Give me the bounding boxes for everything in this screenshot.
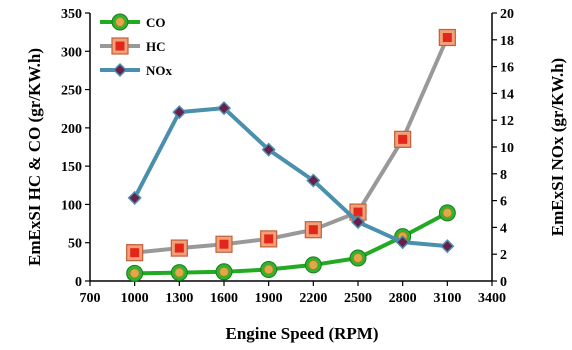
co-data-point bbox=[215, 263, 233, 281]
x-tick-label: 3400 bbox=[478, 291, 506, 306]
co-data-point bbox=[260, 261, 278, 279]
nox-data-point bbox=[216, 101, 232, 116]
co-marker-core bbox=[219, 266, 229, 277]
hc-data-point bbox=[126, 244, 144, 262]
y2-tick-label: 10 bbox=[500, 141, 514, 156]
y-tick-label: 300 bbox=[61, 45, 82, 60]
co-marker-core bbox=[263, 264, 274, 275]
y-tick-label: 0 bbox=[75, 275, 82, 290]
co-data-point bbox=[304, 256, 322, 274]
nox-marker-shape bbox=[395, 235, 410, 250]
y2-axis-title: EmExSI NOx (gr/KW.h) bbox=[548, 58, 567, 236]
y2-tick-label: 20 bbox=[500, 7, 514, 22]
x-tick-label: 700 bbox=[80, 291, 101, 306]
nox-marker-shape bbox=[127, 190, 142, 205]
co-marker-core bbox=[442, 207, 453, 218]
nox-data-point bbox=[395, 235, 410, 250]
hc-data-point bbox=[304, 221, 322, 239]
nox-marker-shape bbox=[112, 62, 128, 78]
co-marker-core bbox=[115, 17, 125, 27]
y2-tick-label: 2 bbox=[500, 248, 507, 263]
x-axis-title: Engine Speed (RPM) bbox=[226, 324, 379, 343]
co-data-point bbox=[126, 264, 144, 282]
hc-marker-inner bbox=[442, 33, 452, 43]
y-tick-label: 100 bbox=[61, 198, 82, 213]
hc-legend-label: HC bbox=[146, 39, 166, 54]
hc-marker-inner bbox=[219, 239, 229, 249]
hc-legend-marker bbox=[111, 37, 129, 55]
x-tick-label: 1300 bbox=[165, 291, 193, 306]
y-tick-label: 350 bbox=[61, 7, 82, 22]
hc-marker-inner bbox=[174, 243, 184, 253]
nox-data-point bbox=[440, 239, 455, 254]
hc-marker-inner bbox=[130, 248, 140, 258]
x-tick-label: 1900 bbox=[255, 291, 283, 306]
hc-marker-inner bbox=[398, 134, 408, 144]
nox-marker-shape bbox=[172, 105, 187, 120]
x-tick-label: 1600 bbox=[210, 291, 238, 306]
y2-tick-label: 18 bbox=[500, 34, 514, 49]
series-layer bbox=[126, 28, 456, 282]
co-data-point bbox=[349, 249, 367, 267]
y2-tick-label: 12 bbox=[500, 114, 514, 129]
hc-data-point bbox=[260, 230, 278, 248]
y-tick-label: 250 bbox=[61, 84, 82, 99]
y-axis-title: EmExSI HC & CO (gr/KW.h) bbox=[25, 48, 44, 266]
co-marker-core bbox=[308, 260, 319, 270]
hc-data-point bbox=[215, 235, 233, 253]
x-tick-label: 2800 bbox=[389, 291, 417, 306]
co-data-point bbox=[170, 264, 188, 282]
hc-marker-inner bbox=[115, 41, 125, 51]
x-tick-label: 2200 bbox=[299, 291, 327, 306]
nox-marker-shape bbox=[440, 239, 455, 254]
nox-marker-shape bbox=[216, 101, 232, 116]
nox-series-line bbox=[132, 106, 448, 249]
nox-data-point bbox=[306, 173, 321, 188]
hc-marker-inner bbox=[353, 207, 363, 217]
y2-tick-label: 16 bbox=[500, 61, 514, 76]
co-marker-core bbox=[353, 253, 363, 263]
y2-tick-label: 14 bbox=[500, 87, 514, 102]
nox-data-point bbox=[350, 214, 366, 230]
co-marker-core bbox=[129, 268, 140, 279]
legend: CO HC NOx bbox=[100, 13, 173, 78]
y2-tick-label: 8 bbox=[500, 168, 507, 183]
nox-data-point bbox=[127, 190, 142, 205]
nox-legend-label: NOx bbox=[146, 63, 173, 78]
x-tick-label: 3100 bbox=[433, 291, 461, 306]
nox-marker-shape bbox=[306, 173, 321, 188]
nox-marker-shape bbox=[350, 214, 366, 230]
hc-data-point bbox=[170, 239, 188, 257]
y-tick-label: 200 bbox=[61, 122, 82, 137]
y2-tick-label: 6 bbox=[500, 195, 507, 210]
hc-data-point bbox=[394, 130, 412, 148]
nox-legend-marker bbox=[112, 62, 128, 78]
x-tick-label: 2500 bbox=[344, 291, 372, 306]
co-marker-core bbox=[174, 267, 185, 278]
y-tick-label: 50 bbox=[68, 237, 82, 252]
y2-tick-label: 0 bbox=[500, 275, 507, 290]
axes: 700 1000 1300 1600 1900 2200 2500 2800 3100 34000… bbox=[61, 7, 514, 306]
y-tick-label: 150 bbox=[61, 160, 82, 175]
hc-marker-inner bbox=[264, 234, 274, 244]
nox-data-point bbox=[172, 105, 187, 120]
nox-marker-shape bbox=[261, 142, 276, 157]
co-data-point bbox=[438, 204, 456, 222]
x-tick-label: 1000 bbox=[121, 291, 149, 306]
co-legend-marker bbox=[111, 13, 129, 31]
nox-data-point bbox=[261, 142, 276, 157]
hc-data-point bbox=[438, 28, 456, 47]
y2-tick-label: 4 bbox=[500, 221, 507, 236]
hc-marker-inner bbox=[308, 225, 318, 235]
co-legend-label: CO bbox=[146, 15, 166, 30]
